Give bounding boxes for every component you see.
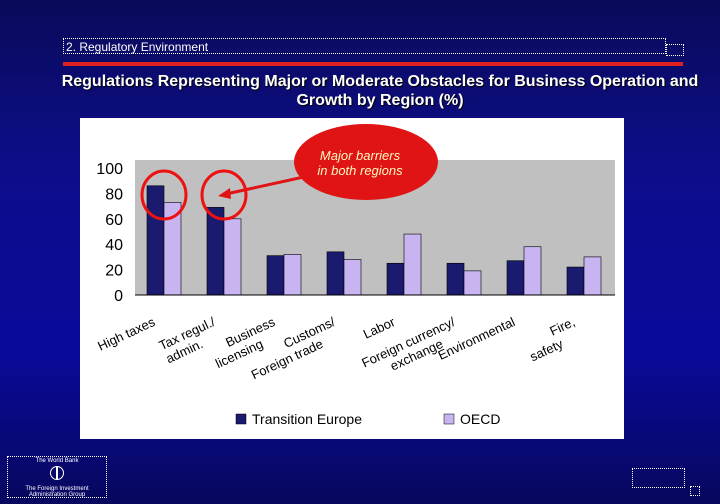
header-rule [63, 62, 683, 66]
callout-text-line2: in both regions [317, 163, 403, 178]
navigation-tab[interactable] [690, 486, 700, 496]
logo-bottom-line1: The Foreign Investment [25, 486, 89, 492]
section-label: 2. Regulatory Environment [66, 40, 209, 54]
bar-transition-europe [326, 251, 345, 296]
y-tick-label: 0 [114, 288, 123, 305]
category-label: safety [527, 336, 565, 364]
y-tick-label: 60 [105, 212, 123, 229]
globe-icon [50, 466, 64, 480]
bar-transition-europe [566, 266, 585, 296]
category-label: Labor [361, 314, 398, 342]
section-header: 2. Regulatory Environment [63, 38, 666, 54]
bar-oecd [403, 233, 422, 296]
highlight-ellipse [200, 169, 248, 221]
y-tick-label: 100 [96, 161, 123, 178]
bar-oecd [223, 218, 242, 296]
section-tab [666, 44, 684, 56]
callout-text-line1: Major barriers [320, 148, 401, 163]
bar-transition-europe [266, 255, 285, 296]
bar-oecd [583, 256, 602, 296]
highlight-ellipse [140, 169, 188, 221]
bar-transition-europe [446, 262, 465, 296]
chart-panel: 0 20 40 60 80 100 Major barriers in both region… [80, 118, 624, 439]
category-label: Fire, [547, 314, 577, 339]
navigation-box[interactable] [632, 468, 685, 488]
bar-oecd [343, 259, 362, 296]
logo-bottom-line2: Administration Group [28, 492, 86, 498]
legend-label: OECD [460, 411, 500, 427]
bar-transition-europe [206, 207, 225, 296]
bar-oecd [463, 270, 482, 296]
category-label: High taxes [95, 314, 157, 354]
callout-arrow-head [218, 188, 231, 199]
y-tick-label: 40 [105, 237, 123, 254]
bar-oecd [523, 246, 542, 296]
legend-swatch [443, 413, 455, 425]
legend-label: Transition Europe [252, 411, 362, 427]
world-bank-logo: The World Bank The Foreign Investment Ad… [7, 456, 107, 498]
logo-top-text: The World Bank [35, 458, 79, 464]
logo-bottom-text: The Foreign Investment Administration Gr… [8, 486, 106, 498]
callout-bubble [294, 124, 438, 200]
y-tick-label: 20 [105, 263, 123, 280]
slide-title: Regulations Representing Major or Modera… [61, 73, 699, 109]
bar-oecd [283, 254, 302, 296]
bar-transition-europe [146, 185, 165, 296]
legend-swatch [235, 413, 247, 425]
y-tick-label: 80 [105, 186, 123, 203]
bar-transition-europe [506, 260, 525, 296]
bar-transition-europe [386, 262, 405, 296]
